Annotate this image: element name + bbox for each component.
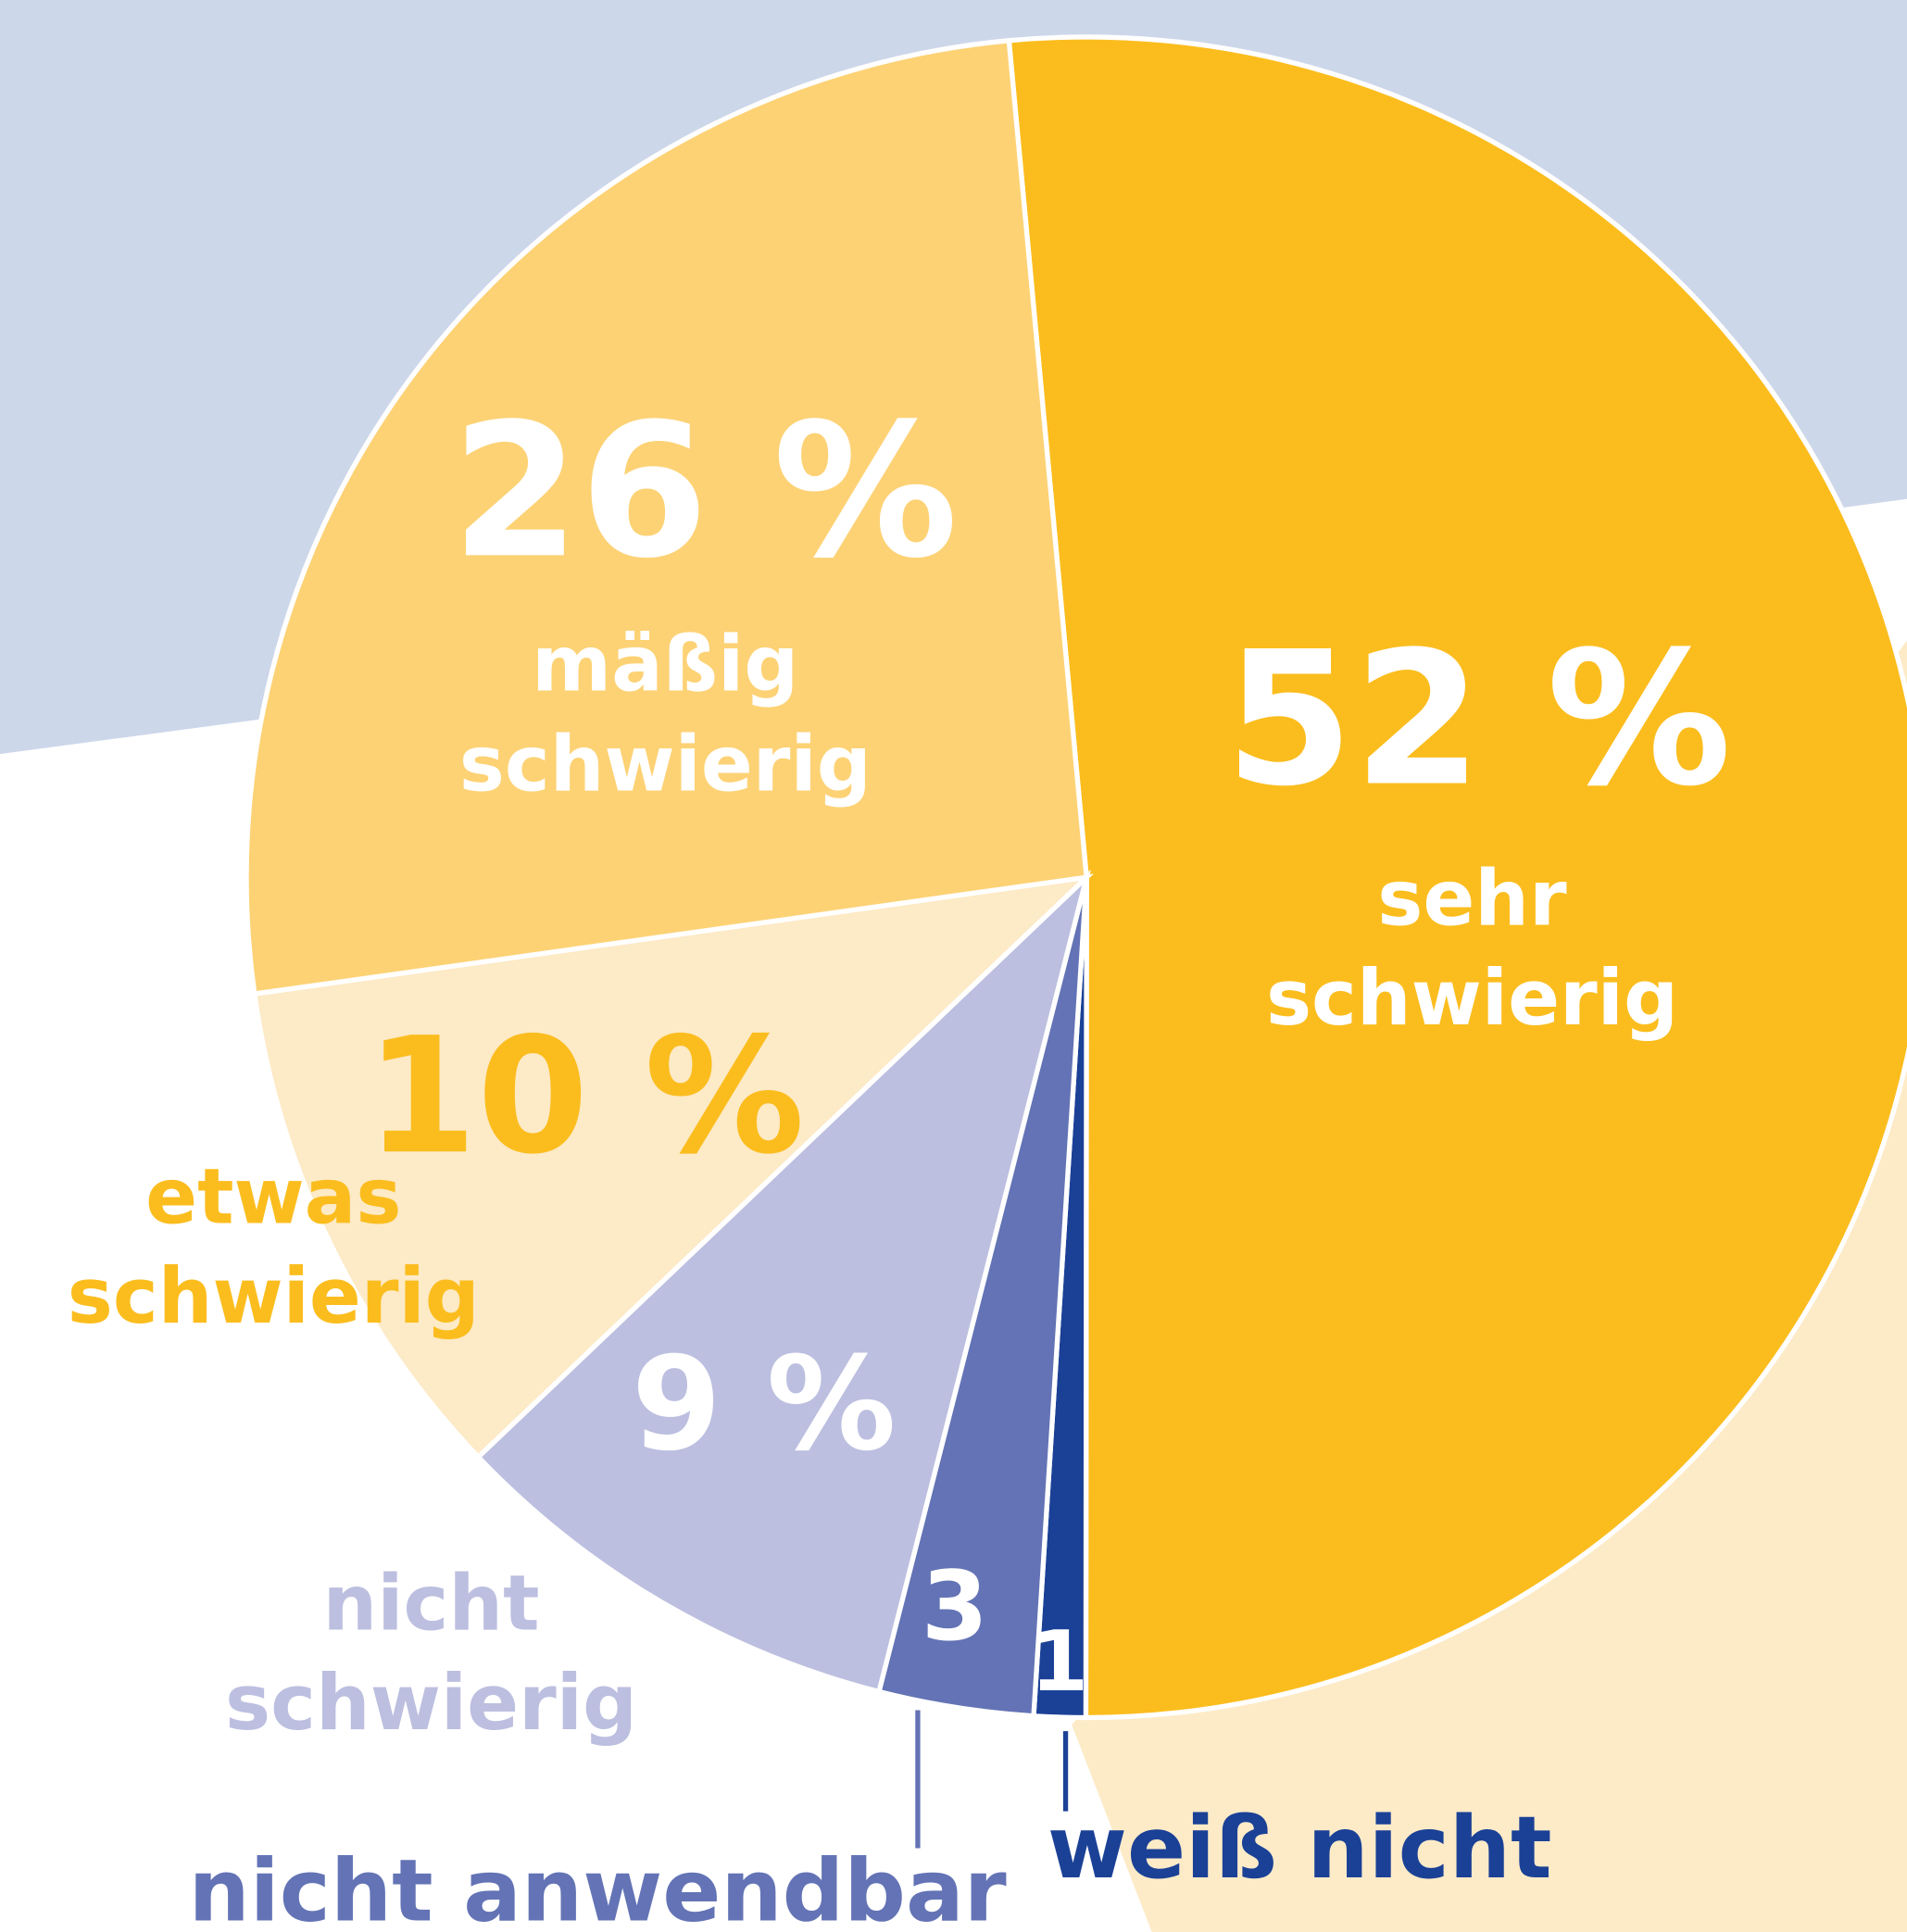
- category-label: mäßig schwierig: [458, 619, 872, 809]
- slices: [244, 34, 1907, 1721]
- value-label: 1: [1030, 1613, 1089, 1712]
- pie-slice: [251, 873, 1094, 1461]
- pie-slice: [474, 869, 1092, 1695]
- value-label: 26 %: [451, 384, 959, 600]
- category-label: nicht anwendbar: [188, 1839, 1007, 1932]
- category-label: etwas schwierig: [67, 1151, 480, 1341]
- value-label: 9 %: [631, 1329, 897, 1480]
- value-label: 3: [921, 1551, 988, 1663]
- value-label: 10 %: [365, 1002, 805, 1190]
- pie-slice: [1006, 34, 1907, 1721]
- pie-slice: [244, 37, 1090, 997]
- category-label: weiß nicht: [1047, 1797, 1552, 1899]
- category-label: sehr schwierig: [1265, 853, 1678, 1043]
- value-label: 52 %: [1224, 612, 1732, 828]
- category-label: nicht schwierig: [225, 1558, 638, 1748]
